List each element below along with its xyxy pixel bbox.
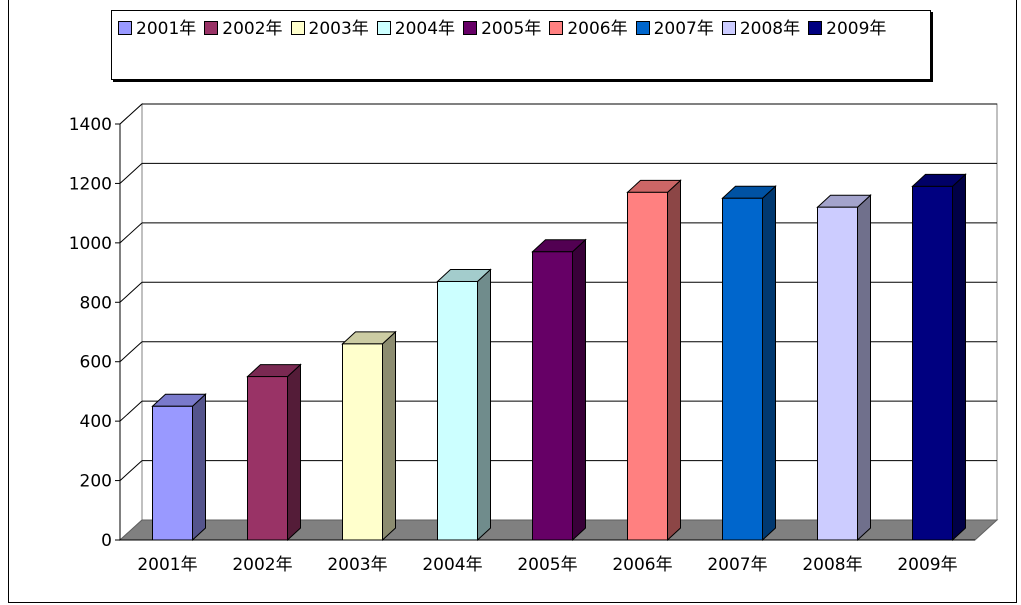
bar-side [762, 185, 776, 542]
legend-swatch [376, 21, 391, 35]
y-tick-label: 1200 [69, 174, 112, 194]
bar [247, 376, 288, 541]
y-tick-label: 0 [101, 531, 112, 551]
bar-side [952, 173, 966, 542]
y-tick-label: 1400 [69, 115, 112, 135]
x-tick-label: 2009年 [897, 555, 957, 575]
gridline-side [119, 103, 143, 125]
x-tick-label: 2004年 [422, 555, 482, 575]
x-tick-label: 2007年 [707, 555, 767, 575]
bar-side [192, 393, 206, 542]
x-tick-label: 2005年 [517, 555, 577, 575]
legend-item: 2005年 [463, 15, 541, 43]
x-tick-label: 2003年 [327, 555, 387, 575]
bar [817, 206, 858, 541]
bar-side [857, 194, 871, 542]
legend-label: 2004年 [394, 19, 456, 39]
y-tick-label: 200 [80, 472, 112, 492]
bar-side [287, 363, 301, 542]
legend-swatch [635, 21, 650, 35]
legend-swatch [721, 21, 736, 35]
legend-item: 2001年 [118, 15, 196, 43]
bar-side [382, 330, 396, 542]
y-tick-label: 400 [80, 412, 112, 432]
y-tick-label: 800 [80, 293, 112, 313]
legend-label: 2003年 [308, 19, 369, 39]
legend-item: 2006年 [549, 15, 628, 43]
bar [342, 343, 383, 541]
bar-side [477, 268, 491, 542]
legend-label: 2009年 [826, 19, 887, 39]
gridline-side [119, 163, 143, 184]
legend-label: 2001年 [136, 19, 197, 39]
legend-item: 2007年 [635, 15, 714, 43]
bar [912, 185, 953, 541]
bar [532, 251, 573, 541]
gridline-side [119, 400, 143, 422]
legend-label: 2007年 [653, 19, 714, 39]
bar-side [572, 238, 586, 542]
legend-item: 2009年 [808, 15, 886, 43]
y-tick-label: 1000 [69, 234, 112, 254]
legend-swatch [549, 21, 564, 35]
bar [627, 191, 668, 541]
x-tick-label: 2002年 [232, 555, 292, 575]
gridline-side [119, 341, 143, 363]
y-tick-label: 600 [80, 353, 112, 373]
legend-swatch [808, 21, 823, 35]
legend-swatch [118, 21, 132, 35]
gridline-side [119, 460, 143, 481]
legend-item: 2004年 [376, 15, 456, 43]
gridline-side [119, 222, 143, 244]
legend-swatch [204, 21, 219, 35]
legend-label: 2002年 [222, 19, 283, 39]
legend: 2001年 2002年 2003年 2004年 2005年 2006年 2007年 2008年… [111, 10, 931, 80]
bar [722, 197, 763, 541]
legend-label: 2005年 [481, 19, 542, 39]
legend-label: 2006年 [567, 19, 628, 39]
bar-side [667, 179, 681, 542]
bar [437, 280, 478, 541]
x-tick-label: 2008年 [802, 555, 862, 575]
legend-swatch [290, 21, 305, 35]
side-wall [119, 102, 143, 542]
gridline-side [119, 281, 143, 303]
x-tick-label: 2006年 [612, 555, 672, 575]
legend-item: 2002年 [204, 15, 283, 43]
x-tick-label: 2001年 [137, 555, 197, 575]
chart-frame [8, 0, 1017, 603]
legend-item: 2008年 [721, 15, 801, 43]
legend-swatch [463, 21, 478, 35]
bar [152, 405, 193, 541]
legend-item: 2003年 [290, 15, 369, 43]
legend-label: 2008年 [739, 19, 801, 39]
